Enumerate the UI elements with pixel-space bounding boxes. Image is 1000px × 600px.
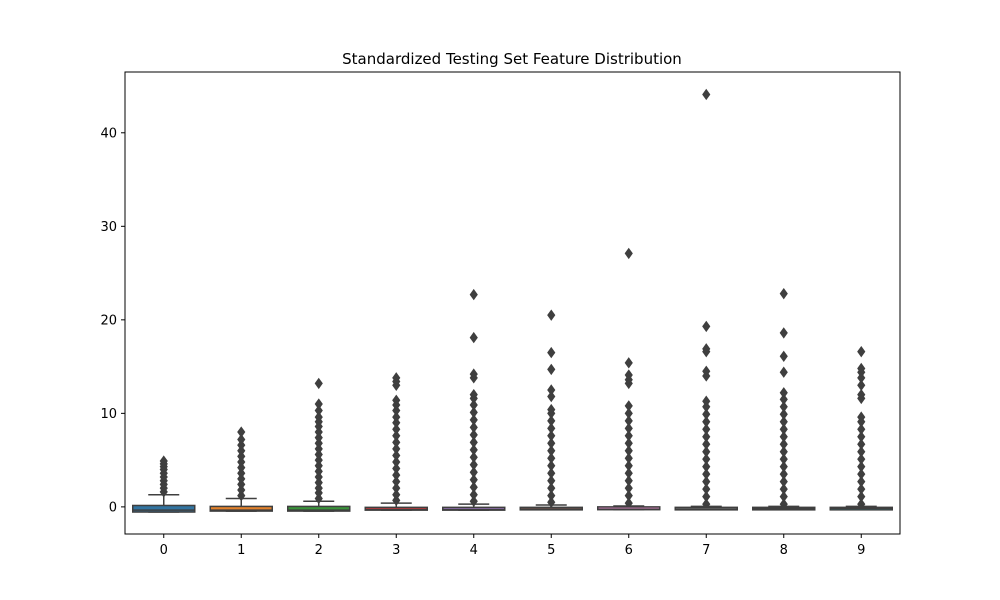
outlier-point (625, 401, 632, 411)
x-tick-label: 3 (392, 543, 400, 558)
box-group-0 (133, 456, 195, 512)
outlier-point (703, 89, 710, 99)
outlier-point (780, 388, 787, 398)
outlier-point (548, 364, 555, 374)
x-tick-label: 2 (315, 543, 323, 558)
x-tick-label: 1 (237, 543, 245, 558)
box-group-7 (675, 89, 737, 509)
y-tick-label: 30 (100, 220, 117, 235)
box-group-1 (210, 427, 272, 511)
outlier-point (780, 351, 787, 361)
box-group-5 (520, 310, 582, 510)
axes: 0 1 2 3 4 5 6 7 8 9 0 10 20 30 40 (100, 72, 900, 558)
box-group-8 (753, 289, 815, 510)
box-group-9 (830, 347, 892, 510)
x-tick-label: 0 (160, 543, 168, 558)
box-iqr (133, 505, 195, 512)
x-tick-label: 5 (547, 543, 555, 558)
plot-area (133, 89, 893, 512)
outlier-point (780, 367, 787, 377)
x-tick-label: 6 (625, 543, 633, 558)
chart-title: Standardized Testing Set Feature Distrib… (342, 50, 682, 68)
outlier-point (858, 347, 865, 357)
outlier-point (315, 399, 322, 409)
outlier-point (548, 310, 555, 320)
x-tick-label: 9 (857, 543, 865, 558)
y-tick-label: 10 (100, 407, 117, 422)
outlier-point (625, 358, 632, 368)
box-group-2 (288, 378, 350, 511)
box-group-4 (443, 290, 505, 511)
outlier-point (470, 290, 477, 300)
outlier-point (703, 321, 710, 331)
box-group-6 (598, 248, 660, 509)
outlier-point (780, 328, 787, 338)
y-tick-label: 40 (100, 126, 117, 141)
x-tick-label: 4 (470, 543, 478, 558)
outlier-point (470, 333, 477, 343)
box-group-3 (365, 373, 427, 510)
outlier-point (625, 248, 632, 258)
x-tick-label: 7 (702, 543, 710, 558)
outlier-point (780, 289, 787, 299)
x-tick-label: 8 (780, 543, 788, 558)
y-tick-label: 0 (109, 500, 117, 515)
y-tick-label: 20 (100, 313, 117, 328)
outlier-point (238, 427, 245, 437)
outlier-point (548, 348, 555, 358)
outlier-point (315, 378, 322, 388)
outlier-point (548, 385, 555, 395)
